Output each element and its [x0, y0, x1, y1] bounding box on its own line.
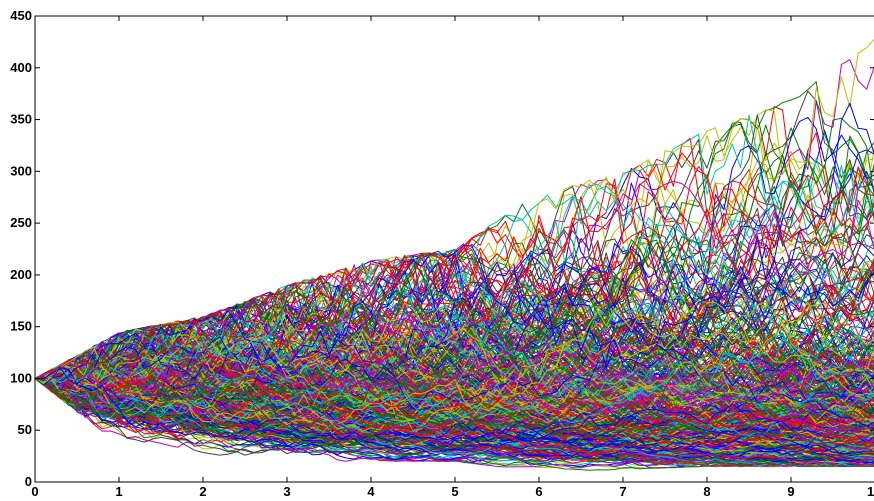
y-tick-label: 200: [10, 267, 32, 282]
series-line: [35, 152, 874, 399]
series-line: [35, 361, 874, 453]
series-line: [35, 297, 874, 446]
y-axis: 0 50 100 150 200 250 300 350 400 450: [10, 8, 874, 489]
series-line: [35, 375, 874, 449]
series-line: [35, 370, 874, 437]
series-line: [35, 304, 874, 467]
series-line: [35, 300, 874, 383]
series-line: [35, 321, 874, 423]
x-tick-label: 4: [367, 484, 375, 499]
y-tick-label: 250: [10, 215, 32, 230]
series-line: [35, 235, 874, 385]
series-line: [35, 236, 874, 383]
x-tick-label: 8: [703, 484, 710, 499]
series-group: [35, 38, 874, 471]
series-line: [35, 265, 874, 406]
series-line: [35, 311, 874, 431]
y-tick-label: 400: [10, 60, 32, 75]
series-line: [35, 358, 874, 416]
x-tick-label: 2: [199, 484, 206, 499]
y-tick-label: 150: [10, 319, 32, 334]
series-line: [35, 289, 874, 417]
series-line: [35, 102, 874, 410]
series-line: [35, 364, 874, 436]
series-line: [35, 211, 874, 418]
series-line: [35, 367, 874, 448]
series-line: [35, 352, 874, 430]
y-tick-label: 50: [18, 422, 32, 437]
series-line: [35, 319, 874, 447]
series-line: [35, 316, 874, 453]
series-line: [35, 278, 874, 402]
series-line: [35, 180, 874, 386]
series-line: [35, 328, 874, 408]
x-axis: 0 1 2 3 4 5 6 7 8 9 10: [31, 16, 874, 499]
x-tick-label: 3: [283, 484, 290, 499]
series-line: [35, 195, 874, 391]
y-tick-label: 300: [10, 163, 32, 178]
series-line: [35, 374, 874, 463]
x-tick-label: 1: [115, 484, 122, 499]
series-line: [35, 351, 874, 441]
series-line: [35, 292, 874, 414]
series-line: [35, 282, 874, 403]
series-line: [35, 308, 874, 427]
series-line: [35, 378, 874, 471]
x-tick-label: 6: [535, 484, 542, 499]
series-line: [35, 377, 874, 469]
series-line: [35, 186, 874, 392]
y-tick-label: 0: [25, 474, 32, 489]
x-tick-label: 5: [451, 484, 458, 499]
y-tick-label: 450: [10, 8, 32, 23]
y-tick-label: 350: [10, 112, 32, 127]
series-line: [35, 183, 874, 401]
series-line: [35, 304, 874, 405]
series-line: [35, 220, 874, 391]
x-tick-label: 7: [619, 484, 626, 499]
series-line: [35, 334, 874, 431]
series-line: [35, 377, 874, 455]
x-tick-label: 10: [867, 484, 874, 499]
series-line: [35, 90, 874, 414]
series-line: [35, 368, 874, 428]
x-tick-label: 0: [31, 484, 38, 499]
x-tick-label: 9: [787, 484, 794, 499]
y-tick-label: 100: [10, 370, 32, 385]
series-line: [35, 351, 874, 459]
